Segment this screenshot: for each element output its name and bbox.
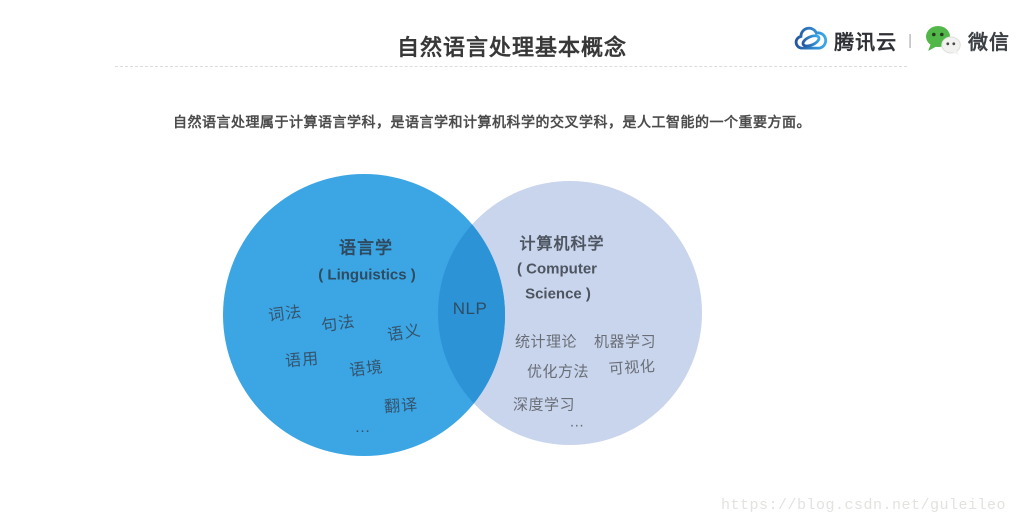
dashed-divider bbox=[115, 66, 907, 67]
term-visualization: 可视化 bbox=[608, 357, 656, 379]
term-deep-learning: 深度学习 bbox=[512, 396, 576, 414]
linguistics-title-zh: 语言学 bbox=[339, 238, 393, 258]
intro-text: 自然语言处理属于计算语言学科，是语言学和计算机科学的交叉学科，是人工智能的一个重… bbox=[173, 114, 811, 130]
term-left-ellipsis: … bbox=[354, 419, 372, 436]
term-morphology: 词法 bbox=[267, 303, 304, 325]
tencent-cloud-label: 腾讯云 bbox=[834, 31, 898, 54]
cs-title-zh: 计算机科学 bbox=[519, 236, 605, 253]
wechat-icon bbox=[926, 26, 961, 55]
nlp-label: NLP bbox=[452, 299, 488, 318]
computer-science-circle bbox=[438, 181, 702, 445]
term-context: 语境 bbox=[348, 358, 385, 380]
term-syntax: 句法 bbox=[320, 313, 357, 336]
cs-title-en-line2: Science ) bbox=[525, 285, 591, 303]
term-pragmatics: 语用 bbox=[284, 350, 320, 371]
term-right-ellipsis: … bbox=[569, 413, 585, 431]
tencent-cloud-icon bbox=[794, 26, 828, 50]
term-machine-learning: 机器学习 bbox=[593, 333, 657, 351]
term-translation: 翻译 bbox=[383, 396, 419, 417]
linguistics-circle bbox=[223, 174, 505, 456]
cs-title-en-line1: ( Computer bbox=[517, 260, 597, 278]
term-optimization: 优化方法 bbox=[526, 363, 590, 381]
linguistics-title-en: ( Linguistics ) bbox=[318, 266, 416, 284]
term-statistical-theory: 统计理论 bbox=[514, 333, 578, 351]
brand-separator: | bbox=[908, 31, 912, 49]
page-title: 自然语言处理基本概念 bbox=[396, 35, 627, 60]
brand-lockup: 腾讯云 | 微信 bbox=[793, 24, 1010, 56]
watermark-url: https://blog.csdn.net/guleileo bbox=[720, 497, 1006, 514]
wechat-label: 微信 bbox=[968, 31, 1010, 54]
